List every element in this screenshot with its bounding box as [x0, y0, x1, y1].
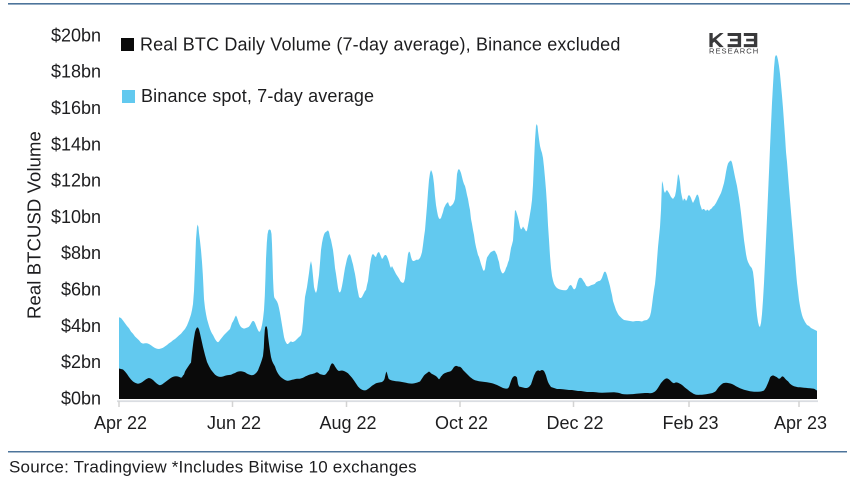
svg-text:Feb 23: Feb 23 [662, 413, 718, 433]
svg-text:Binance spot, 7-day average: Binance spot, 7-day average [141, 86, 374, 106]
svg-text:$14bn: $14bn [51, 134, 101, 154]
svg-text:Apr 22: Apr 22 [94, 413, 147, 433]
svg-text:$8bn: $8bn [61, 243, 101, 263]
svg-text:Oct 22: Oct 22 [435, 413, 488, 433]
svg-text:Real BTCUSD Volume: Real BTCUSD Volume [24, 131, 45, 319]
svg-text:$16bn: $16bn [51, 98, 101, 118]
svg-text:Source: Tradingview *Includes: Source: Tradingview *Includes Bitwise 10… [9, 458, 417, 477]
svg-text:$12bn: $12bn [51, 171, 101, 191]
svg-text:$4bn: $4bn [61, 316, 101, 336]
svg-text:$10bn: $10bn [51, 207, 101, 227]
svg-text:Jun 22: Jun 22 [207, 413, 261, 433]
svg-text:Aug 22: Aug 22 [319, 413, 376, 433]
svg-text:$0bn: $0bn [61, 388, 101, 408]
svg-text:$2bn: $2bn [61, 352, 101, 372]
svg-text:Dec 22: Dec 22 [546, 413, 603, 433]
svg-text:RESEARCH: RESEARCH [709, 47, 759, 56]
svg-text:Real BTC Daily Volume (7-day a: Real BTC Daily Volume (7-day average), B… [140, 34, 621, 54]
svg-text:$6bn: $6bn [61, 280, 101, 300]
svg-text:$20bn: $20bn [51, 25, 101, 45]
svg-text:Apr 23: Apr 23 [774, 413, 827, 433]
svg-text:$18bn: $18bn [51, 62, 101, 82]
